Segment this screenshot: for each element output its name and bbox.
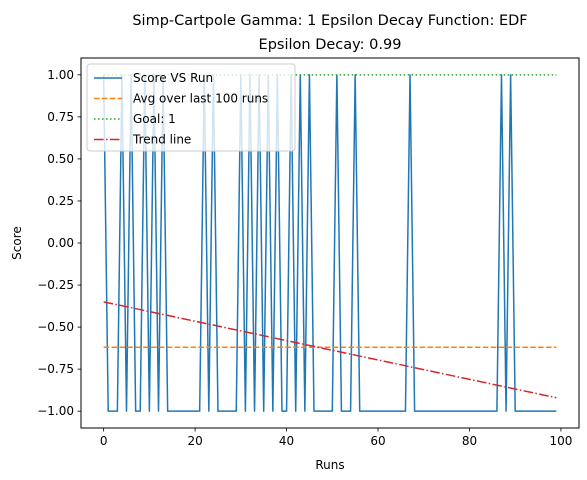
y-tick-label: −0.75 bbox=[37, 362, 74, 376]
x-tick-label: 40 bbox=[279, 434, 294, 448]
plot-frame bbox=[80, 57, 580, 429]
legend-entry-average: Avg over last 100 runs bbox=[94, 92, 268, 106]
y-tick-label: 0.50 bbox=[47, 152, 74, 166]
legend-label: Goal: 1 bbox=[133, 112, 176, 126]
y-axis-label: Score bbox=[10, 226, 24, 260]
trend-series-line bbox=[103, 301, 557, 399]
y-tick-label: 0.00 bbox=[47, 236, 74, 250]
x-tick-label: 60 bbox=[370, 434, 385, 448]
legend-label: Avg over last 100 runs bbox=[133, 92, 268, 106]
legend: Score VS Run Avg over last 100 runs Goal: … bbox=[86, 63, 296, 152]
ticks-layer: 0 20 40 60 80 100 −1.00 −0.75 −0.50 −0.25 0.00 0.25… bbox=[37, 68, 572, 448]
legend-label: Trend line bbox=[132, 133, 191, 147]
chart-title: Simp-Cartpole Gamma: 1 Epsilon Decay Fun… bbox=[132, 13, 527, 29]
y-tick-label: 0.75 bbox=[47, 110, 74, 124]
y-tick-label: 0.25 bbox=[47, 194, 74, 208]
score-series-line bbox=[102, 74, 557, 412]
legend-entry-score: Score VS Run bbox=[94, 71, 213, 85]
x-tick-label: 20 bbox=[187, 434, 202, 448]
legend-entry-goal: Goal: 1 bbox=[94, 112, 176, 126]
chart-subtitle: Epsilon Decay: 0.99 bbox=[259, 37, 402, 53]
x-axis-label: Runs bbox=[315, 458, 344, 472]
x-tick-label: 80 bbox=[462, 434, 477, 448]
x-tick-label: 0 bbox=[100, 434, 108, 448]
legend-entries: Score VS Run Avg over last 100 runs Goal: … bbox=[94, 71, 268, 147]
legend-box bbox=[86, 63, 296, 152]
y-tick-label: 1.00 bbox=[47, 68, 74, 82]
legend-entry-trend: Trend line bbox=[94, 133, 191, 147]
y-tick-label: −0.25 bbox=[37, 278, 74, 292]
series-layer bbox=[102, 74, 557, 412]
x-tick-label: 100 bbox=[549, 434, 572, 448]
legend-label: Score VS Run bbox=[133, 71, 213, 85]
y-tick-label: −1.00 bbox=[37, 404, 74, 418]
y-tick-label: −0.50 bbox=[37, 320, 74, 334]
